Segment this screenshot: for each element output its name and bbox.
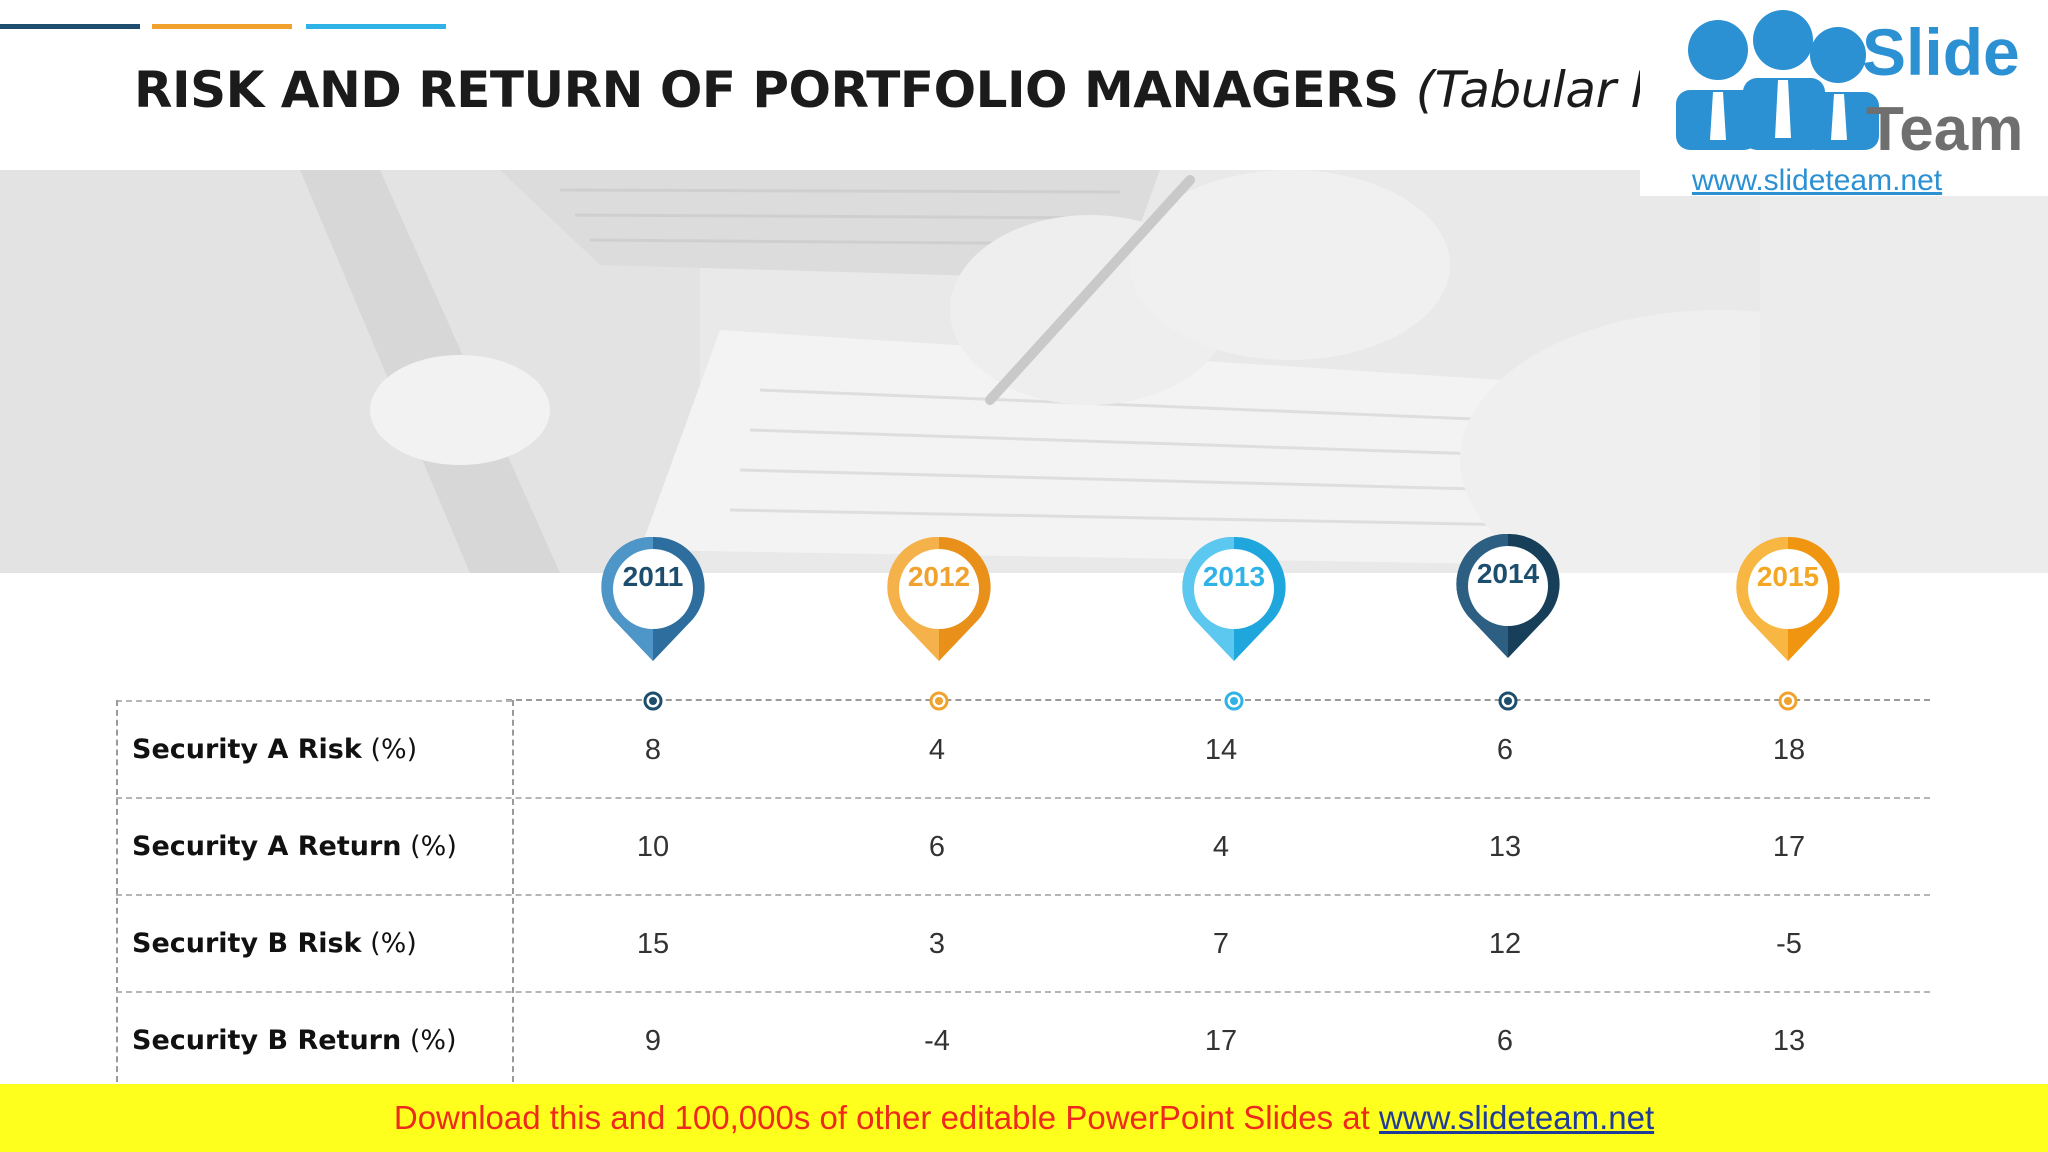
people-icon	[1676, 10, 1879, 150]
banner-link[interactable]: www.slideteam.net	[1379, 1099, 1655, 1136]
table-row: Security B Risk (%) 15 3 7 12 -5	[116, 896, 1930, 992]
table-cell: -4	[924, 1025, 950, 1057]
table-cell: 8	[644, 734, 662, 766]
table-cell: 10	[636, 831, 670, 863]
title-main: RISK AND RETURN OF PORTFOLIO MANAGERS	[134, 61, 1399, 119]
year-label: 2015	[1756, 561, 1820, 592]
logo-url-link[interactable]: www.slideteam.net	[1692, 164, 1943, 197]
year-label: 2012	[907, 561, 971, 592]
table-cell: 17	[1204, 1025, 1238, 1057]
table-cell: 6	[1496, 1025, 1514, 1057]
logo-word-slide: Slide	[1862, 15, 2020, 89]
timeline-axis	[506, 699, 1930, 701]
accent-bar-blue	[306, 24, 446, 29]
table-cell: -5	[1776, 928, 1802, 960]
table-cell: 18	[1772, 734, 1806, 766]
table-cell: 6	[928, 831, 946, 863]
row-label: Security B Return (%)	[132, 1025, 457, 1056]
year-label: 2013	[1202, 561, 1266, 592]
table-cell: 14	[1204, 734, 1238, 766]
download-banner: Download this and 100,000s of other edit…	[0, 1084, 2048, 1152]
table-row: Security A Return (%) 10 6 4 13 17	[116, 799, 1930, 895]
table-cell: 12	[1488, 928, 1522, 960]
year-label: 2014	[1476, 558, 1540, 589]
year-pin-2015: 2015	[1733, 533, 1843, 663]
table-cell: 3	[928, 928, 946, 960]
banner-text: Download this and 100,000s of other edit…	[393, 1099, 1655, 1136]
table-row: Security A Risk (%) 8 4 14 6 18	[116, 702, 1930, 798]
year-pin-2012: 2012	[884, 533, 994, 663]
table-cell: 4	[1212, 831, 1230, 863]
slide-title: RISK AND RETURN OF PORTFOLIO MANAGERS (T…	[134, 58, 1777, 122]
row-label: Security A Return (%)	[132, 831, 457, 862]
row-label: Security B Risk (%)	[132, 928, 417, 959]
accent-bar-dark	[0, 24, 140, 29]
table-cell: 4	[928, 734, 946, 766]
table-border-label	[512, 700, 514, 1082]
table-row: Security B Return (%) 9 -4 17 6 13	[116, 993, 1930, 1089]
year-pin-2014: 2014	[1453, 530, 1563, 660]
table-border-left	[116, 700, 118, 1082]
accent-bar-orange	[152, 24, 292, 29]
table-cell: 6	[1496, 734, 1514, 766]
slideteam-logo: Slide Team www.slideteam.net	[1640, 0, 2048, 197]
year-pin-2011: 2011	[598, 533, 708, 663]
table-cell: 17	[1772, 831, 1806, 863]
background-photo	[0, 170, 2048, 573]
table-cell: 15	[636, 928, 670, 960]
row-label: Security A Risk (%)	[132, 734, 418, 765]
year-pin-2013: 2013	[1179, 533, 1289, 663]
table-cell: 9	[644, 1025, 662, 1057]
year-label: 2011	[622, 561, 684, 592]
table-cell: 13	[1488, 831, 1522, 863]
table-cell: 7	[1212, 928, 1230, 960]
logo-word-team: Team	[1866, 95, 2024, 164]
axis-markers	[643, 691, 1798, 711]
table-cell: 13	[1772, 1025, 1806, 1057]
